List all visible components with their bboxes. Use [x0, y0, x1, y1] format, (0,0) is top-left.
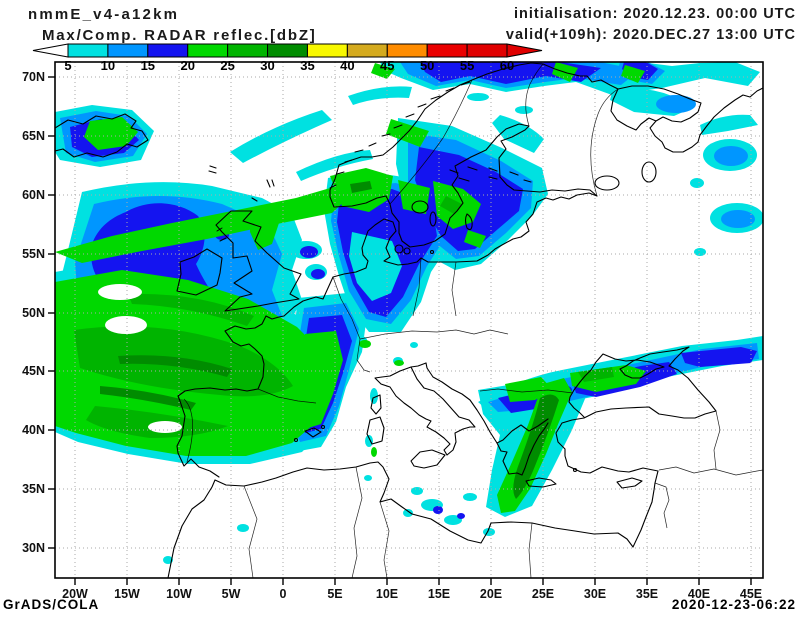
legend-segment: [227, 43, 269, 58]
lat-label: 60N: [22, 188, 45, 202]
coast-ireland: [176, 248, 223, 296]
legend-segment: [267, 43, 308, 58]
lat-label: 70N: [22, 70, 45, 84]
axis-labels: 20W 15W 10W 5W 0 5E 10E 15E 20E 25E 30E 35E 40E 45E 70…: [22, 70, 762, 601]
islands: [208, 165, 643, 489]
lon-label: 5W: [222, 587, 241, 601]
lat-label: 30N: [22, 541, 45, 555]
legend-level-label: 10: [101, 58, 115, 73]
radar-clear-holes: [98, 284, 182, 433]
coast-kola-whitesea: [610, 85, 763, 153]
coast-adriatic-east: [425, 362, 498, 444]
legend-arrow-above-max: [506, 43, 543, 58]
lon-label: 40E: [688, 587, 710, 601]
product-title: Max/Comp. RADAR reflec.[dbZ]: [42, 27, 317, 44]
legend-level-label: 50: [420, 58, 434, 73]
legend-level-label: 55: [460, 58, 474, 73]
legend-level-label: 45: [380, 58, 394, 73]
legend-segment: [346, 43, 388, 58]
grads-credit: GrADS/COLA: [3, 597, 100, 612]
legend-segment: [107, 43, 149, 58]
coastlines: [55, 62, 763, 578]
legend-segment: [67, 43, 109, 58]
lon-label: 5E: [327, 587, 342, 601]
legend-segment: [386, 43, 428, 58]
lon-label: 25E: [532, 587, 554, 601]
legend-level-label: 5: [64, 58, 71, 73]
legend-segment: [306, 43, 348, 58]
coast-greece: [496, 418, 549, 476]
lat-label: 40N: [22, 423, 45, 437]
lat-label: 50N: [22, 306, 45, 320]
colorbar-legend: 5 10 15 20 25 30 35 40 45 50 55 60: [32, 43, 543, 73]
lon-label: 30E: [584, 587, 606, 601]
lat-label: 35N: [22, 482, 45, 496]
coast-africa-levant: [167, 461, 659, 578]
radar-level-30: [100, 181, 559, 499]
lon-label: 10W: [166, 587, 192, 601]
legend-segment: [187, 43, 229, 58]
lon-label: 20E: [480, 587, 502, 601]
fjord-hatching: [216, 81, 471, 242]
lat-label: 65N: [22, 129, 45, 143]
lon-label: 10E: [376, 587, 398, 601]
creation-timestamp: 2020-12-23-06:22: [671, 597, 796, 612]
legend-segment: [466, 43, 508, 58]
lakes: [411, 161, 657, 227]
lon-label: 15E: [428, 587, 450, 601]
coast-iceland: [55, 113, 149, 158]
legend-segment: [426, 43, 468, 58]
lon-label: 20W: [62, 587, 88, 601]
radar-reflectivity-shading: [55, 62, 763, 564]
country-borders: [183, 63, 763, 578]
valid-time: valid(+109h): 2020.DEC.27 13:00 UTC: [505, 27, 796, 43]
coast-great-britain: [215, 210, 302, 312]
map-frame: [54, 61, 764, 579]
lon-label: 45E: [740, 587, 762, 601]
legend-level-label: 40: [340, 58, 354, 73]
axis-ticks: [48, 76, 752, 585]
coast-turkey-blacksea: [555, 346, 717, 474]
lon-label: 15W: [114, 587, 140, 601]
legend-level-label: 35: [300, 58, 314, 73]
lon-label: 35E: [636, 587, 658, 601]
legend-level-label: 30: [260, 58, 274, 73]
legend-arrow-below-min: [32, 43, 69, 58]
coast-italy: [374, 362, 476, 456]
model-title: nmmE_v4-a12km: [28, 6, 180, 23]
lat-label: 45N: [22, 364, 45, 378]
legend-level-label: 25: [220, 58, 234, 73]
initialisation-time: initialisation: 2020.12.23. 00:00 UTC: [514, 6, 796, 22]
legend-level-label: 20: [180, 58, 194, 73]
legend-level-label: 60: [500, 58, 514, 73]
lat-label: 55N: [22, 247, 45, 261]
lon-label: 0: [280, 587, 287, 601]
legend-segment: [147, 43, 189, 58]
legend-level-label: 15: [141, 58, 155, 73]
